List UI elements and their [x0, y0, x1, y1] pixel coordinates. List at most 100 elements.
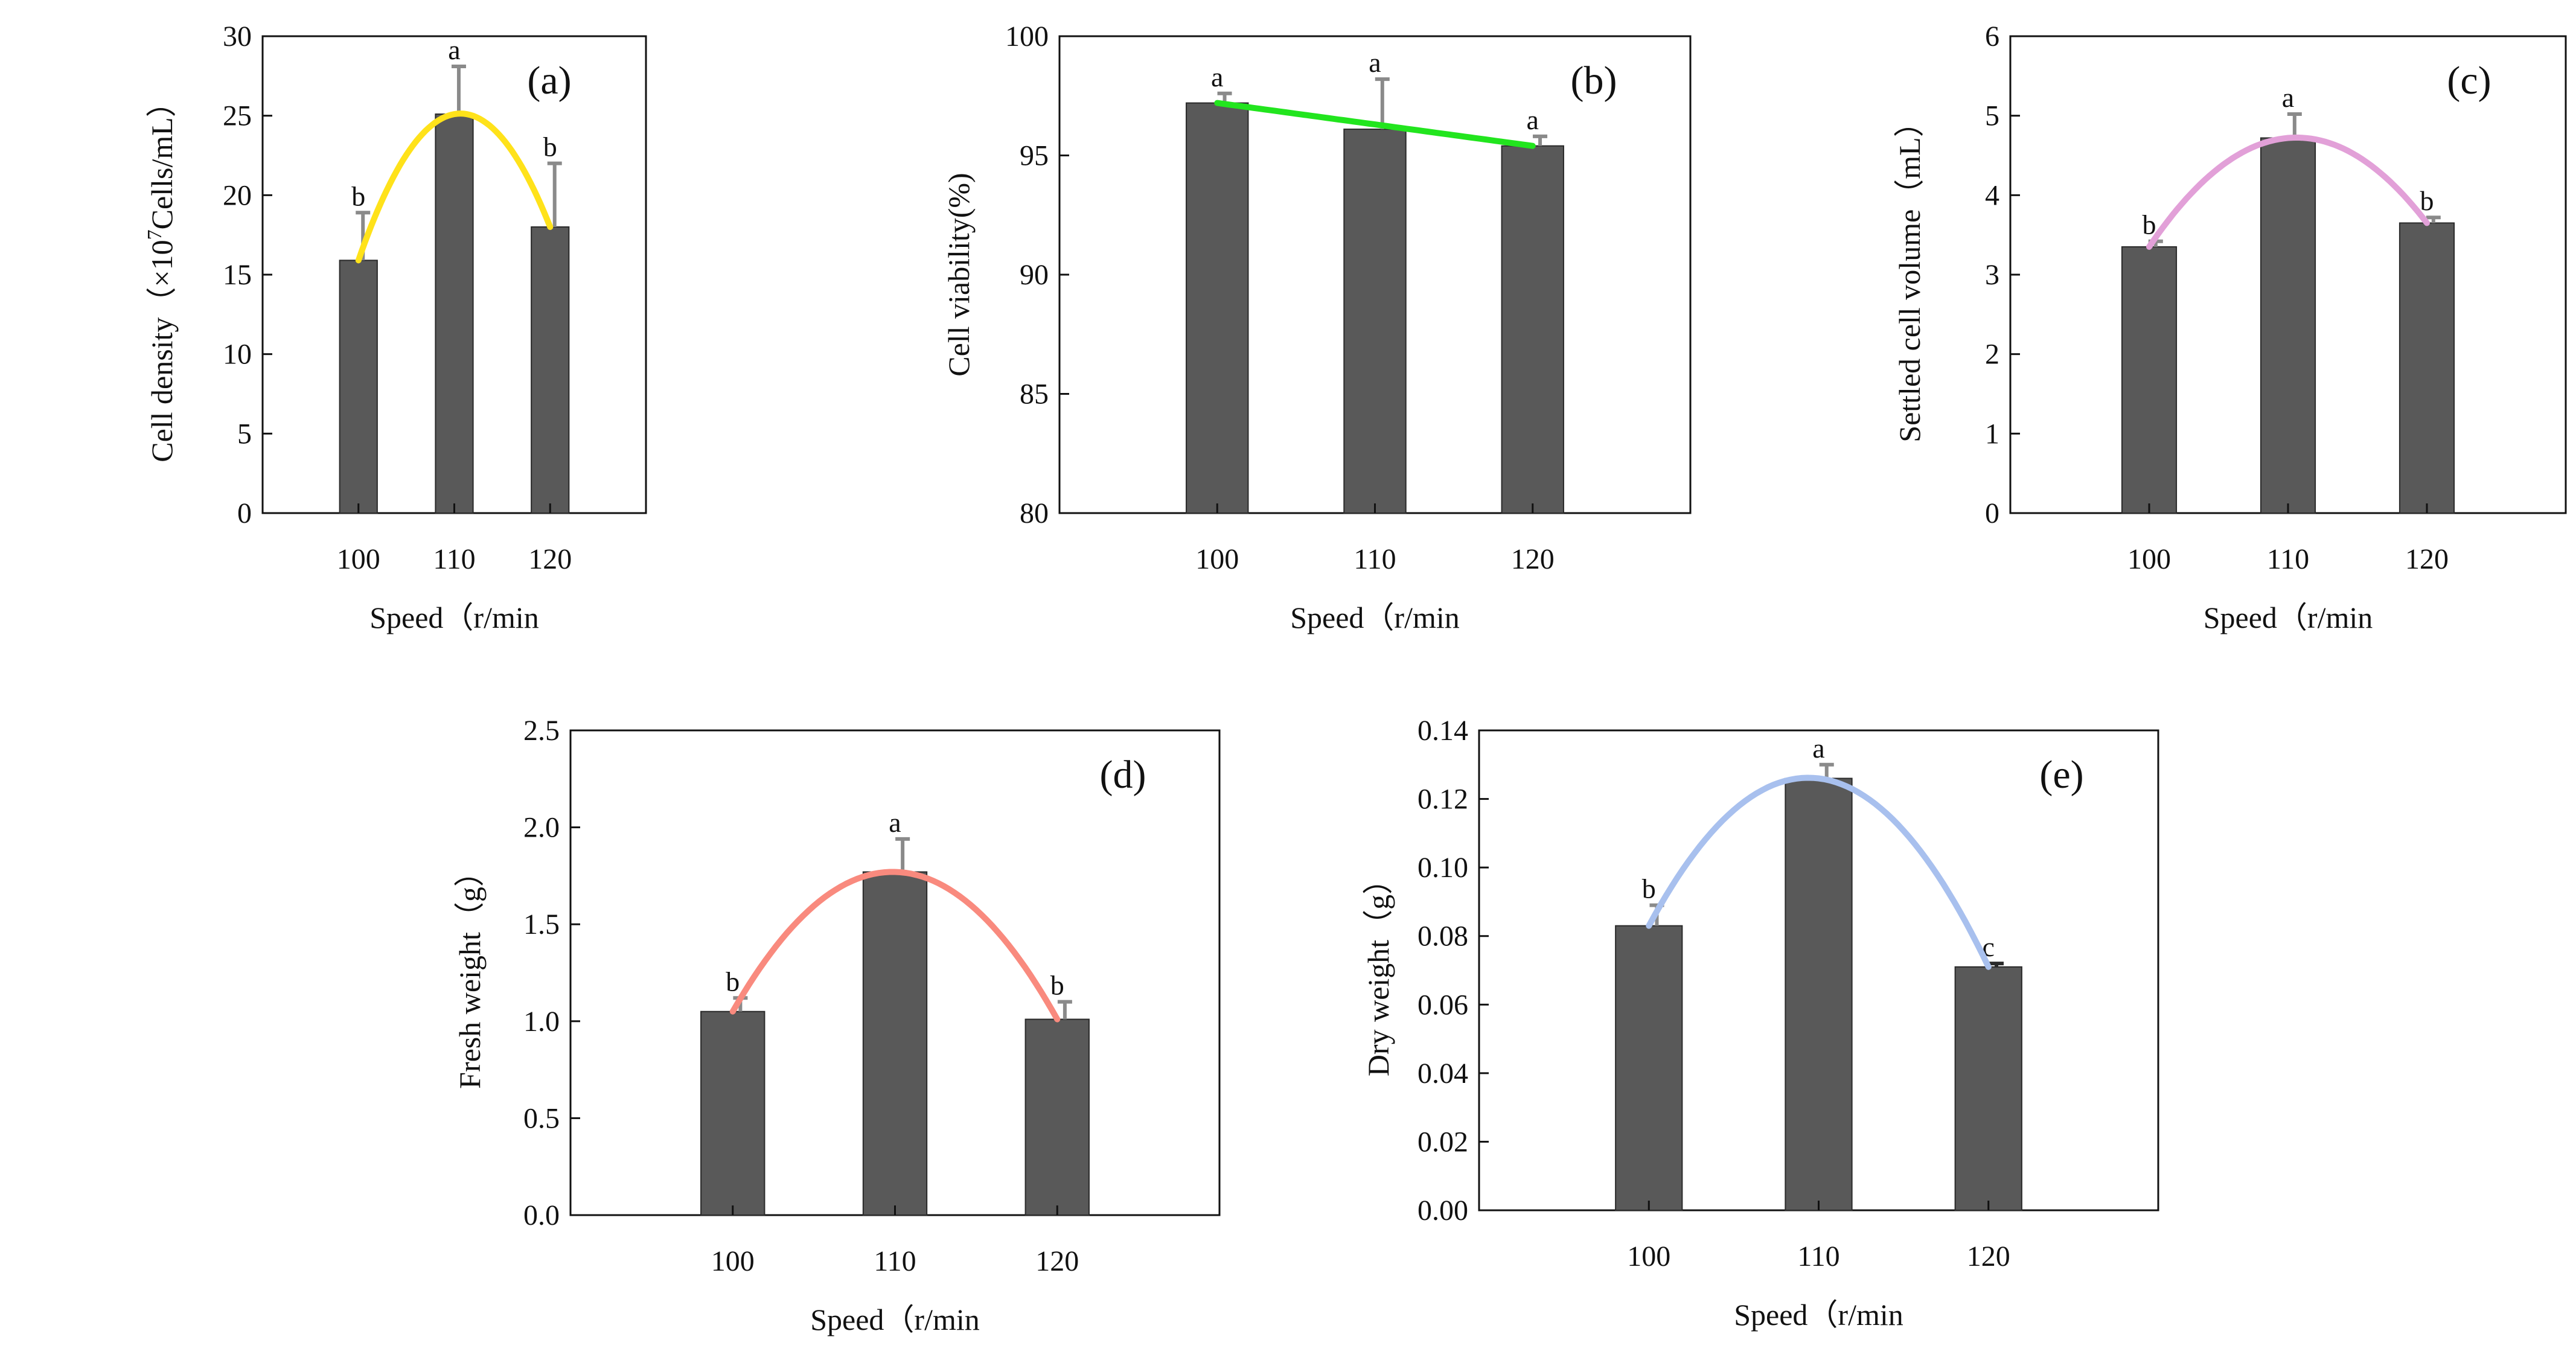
bar-100 — [1186, 102, 1249, 514]
y-tick-label: 0 — [1985, 497, 1999, 529]
chart-svg-0: 0 5 10 15 20 25 30 b 100 a 110 b 120 (a) Speed（r/min Ce… — [144, 21, 647, 634]
y-tick-label: 2.0 — [523, 812, 560, 844]
x-tick-label: 100 — [711, 1245, 755, 1277]
y-tick-label: 0.14 — [1417, 715, 1468, 747]
x-tick-label: 110 — [433, 543, 475, 575]
chart-svg-4: 0.00 0.02 0.04 0.06 0.08 0.10 0.12 0.14 b 100 a 110… — [1361, 715, 2159, 1332]
panel-label: (b) — [1571, 59, 1617, 103]
panel-b: 80 85 90 95 100 a 100 a 110 a 120 (b) Speed（r/min Cel… — [0, 0, 1751, 664]
y-tick-label: 80 — [1020, 497, 1049, 529]
significance-letter: b — [726, 966, 740, 997]
significance-letter: a — [448, 34, 460, 65]
y-tick-label: 4 — [1985, 179, 1999, 211]
x-axis-title: Speed（r/min — [1734, 1298, 1903, 1332]
bar-110 — [862, 871, 928, 1216]
chart-svg-1: 80 85 90 95 100 a 100 a 110 a 120 (b) Speed（r/min Cel… — [942, 21, 1692, 634]
y-tick-label: 6 — [1985, 21, 1999, 53]
y-tick-label: 0.06 — [1417, 989, 1468, 1021]
y-tick-label: 25 — [223, 100, 252, 132]
trend-curve — [2146, 134, 2430, 250]
y-tick-label: 0.5 — [523, 1102, 560, 1134]
trend-curve — [355, 110, 554, 264]
y-tick-label: 0.0 — [523, 1199, 560, 1231]
y-tick-label: 0.00 — [1417, 1195, 1468, 1227]
x-tick-label: 100 — [1195, 543, 1239, 575]
significance-letter: b — [2420, 185, 2434, 216]
y-tick-label: 0.10 — [1417, 852, 1468, 884]
y-tick-label: 90 — [1020, 259, 1049, 291]
significance-letter: b — [351, 180, 365, 211]
y-tick-label: 20 — [223, 179, 252, 211]
y-axis-title: Cell density（×107Cells/mL） — [144, 87, 179, 462]
bar-100 — [700, 1010, 765, 1216]
bar-120 — [1954, 966, 2022, 1211]
significance-letter: a — [2282, 82, 2294, 113]
panel-label: (a) — [527, 59, 571, 103]
y-tick-label: 0.08 — [1417, 921, 1468, 953]
significance-letter: b — [1050, 970, 1064, 1001]
y-tick-label: 5 — [237, 418, 252, 450]
trend-curve — [729, 869, 1061, 1023]
x-tick-label: 120 — [2405, 543, 2449, 575]
x-tick-label: 120 — [1035, 1245, 1079, 1277]
significance-letter: a — [889, 807, 901, 838]
x-axis-title: Speed（r/min — [2204, 601, 2373, 634]
significance-letter: b — [543, 132, 557, 162]
x-tick-label: 110 — [2267, 543, 2309, 575]
significance-letter: a — [1812, 733, 1824, 764]
bar-110 — [2260, 137, 2316, 514]
y-tick-label: 15 — [223, 259, 252, 291]
chart-svg-3: 0.0 0.5 1.0 1.5 2.0 2.5 b 100 a 110 b 120 (d) Speed（r… — [453, 715, 1221, 1336]
significance-letter: b — [2143, 209, 2156, 240]
panel-a: 0 5 10 15 20 25 30 b 100 a 110 b 120 (a) Speed（r/min Ce… — [0, 0, 881, 664]
x-tick-label: 100 — [1627, 1240, 1670, 1272]
significance-letter: a — [1211, 62, 1223, 92]
y-tick-label: 1.0 — [523, 1006, 560, 1038]
y-axis-title: Settled cell volume（mL） — [1893, 107, 1926, 442]
y-tick-label: 2 — [1985, 339, 1999, 371]
y-tick-label: 0.12 — [1417, 784, 1468, 816]
y-tick-label: 3 — [1985, 259, 1999, 291]
bar-100 — [2121, 246, 2178, 514]
x-tick-label: 110 — [874, 1245, 916, 1277]
trend-curve — [1214, 100, 1536, 149]
y-tick-label: 95 — [1020, 140, 1049, 172]
panel-d: 0.0 0.5 1.0 1.5 2.0 2.5 b 100 a 110 b 120 (d) Speed（r… — [0, 0, 1268, 1363]
y-axis-title: Dry weight（g） — [1361, 864, 1395, 1076]
x-tick-label: 120 — [1511, 543, 1555, 575]
bar-110 — [1343, 129, 1407, 514]
y-tick-label: 2.5 — [523, 715, 560, 747]
panel-c: 0 1 2 3 4 5 6 b 100 a 110 b 120 (c) Speed（r/min Settled… — [0, 0, 2576, 664]
y-tick-label: 0.02 — [1417, 1126, 1468, 1158]
bar-110 — [1785, 777, 1853, 1211]
panel-label: (e) — [2039, 753, 2083, 797]
x-tick-label: 120 — [528, 543, 572, 575]
significance-letter: a — [1527, 104, 1539, 135]
y-tick-label: 85 — [1020, 378, 1049, 410]
y-tick-label: 10 — [223, 339, 252, 371]
x-tick-label: 100 — [337, 543, 380, 575]
panel-label: (c) — [2447, 59, 2491, 103]
bar-120 — [1024, 1018, 1090, 1216]
x-axis-title: Speed（r/min — [369, 601, 539, 634]
bar-120 — [2399, 222, 2455, 514]
x-tick-label: 110 — [1354, 543, 1396, 575]
chart-svg-2: 0 1 2 3 4 5 6 b 100 a 110 b 120 (c) Speed（r/min Settled… — [1893, 21, 2567, 634]
y-tick-label: 0.04 — [1417, 1058, 1468, 1090]
x-tick-label: 110 — [1797, 1240, 1839, 1272]
panel-label: (d) — [1100, 753, 1146, 797]
y-tick-label: 1.5 — [523, 908, 560, 940]
y-tick-label: 1 — [1985, 418, 1999, 450]
bar-100 — [1615, 925, 1683, 1211]
trend-curve — [1646, 774, 1992, 970]
x-axis-title: Speed（r/min — [810, 1303, 980, 1336]
y-tick-label: 5 — [1985, 100, 1999, 132]
y-tick-label: 0 — [237, 497, 252, 529]
panel-e: 0.00 0.02 0.04 0.06 0.08 0.10 0.12 0.14 b 100 a 110… — [1361, 715, 2159, 1332]
significance-letter: a — [1369, 47, 1381, 78]
y-axis-title: Fresh weight（g） — [453, 857, 487, 1089]
y-tick-label: 100 — [1005, 21, 1049, 53]
y-axis-title: Cell viability(%) — [942, 173, 976, 376]
x-tick-label: 120 — [1967, 1240, 2010, 1272]
x-tick-label: 100 — [2127, 543, 2171, 575]
